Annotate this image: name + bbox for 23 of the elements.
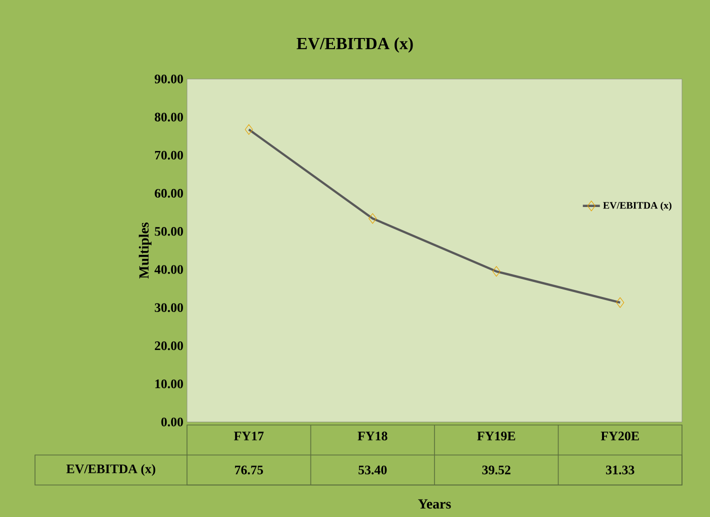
y-axis-title: Multiples <box>138 222 152 279</box>
chart-title: EV/EBITDA (x) <box>296 37 413 53</box>
data-label: 53.40 <box>358 466 387 474</box>
data-label: 76.75 <box>235 466 263 474</box>
y-tick-label: 10.00 <box>155 379 183 388</box>
legend-label: EV/EBITDA (x) <box>603 202 672 211</box>
x-tick-label: FY18 <box>358 432 388 440</box>
y-tick-label: 80.00 <box>154 112 183 122</box>
x-tick-label: FY19E <box>477 432 516 440</box>
data-label: 39.52 <box>482 466 510 474</box>
y-tick-label: 90.00 <box>154 74 183 84</box>
text: EV/EBITDA (x) <box>66 464 156 476</box>
x-tick-label: FY20E <box>600 432 639 440</box>
data-label: 31.33 <box>606 466 634 474</box>
y-tick-label: 20.00 <box>154 341 183 350</box>
x-axis-title: Years <box>418 499 451 509</box>
y-tick-label: 60.00 <box>154 188 183 198</box>
y-tick-label: 40.00 <box>154 265 183 274</box>
y-tick-label: 0.00 <box>161 418 183 426</box>
y-tick-label: 50.00 <box>154 227 183 236</box>
y-tick-label: 30.00 <box>154 303 183 312</box>
x-tick-label: FY17 <box>234 432 264 440</box>
y-tick-label: 70.00 <box>155 150 183 160</box>
